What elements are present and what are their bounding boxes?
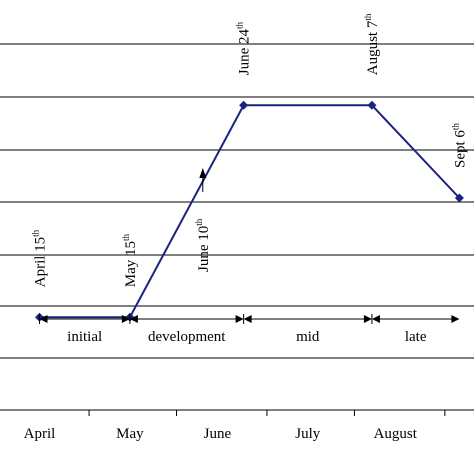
- stage-arrowhead-left-3: [371, 315, 380, 323]
- month-label-april: April: [24, 426, 56, 442]
- stage-arrowhead-right-0: [121, 315, 130, 323]
- point-marker-2: [239, 100, 249, 110]
- stage-label-initial: initial: [67, 329, 102, 345]
- stage-label-mid: mid: [296, 329, 320, 345]
- series-line: [34, 100, 464, 322]
- stage-label-development: development: [148, 329, 226, 345]
- point-label-2: June 24th: [235, 21, 253, 75]
- stage-arrows: initial development mid late: [38, 314, 460, 345]
- gridlines: [0, 43, 474, 359]
- month-label-may: May: [116, 426, 144, 442]
- stage-arrowhead-left-1: [129, 315, 138, 323]
- point-labels: April 15th May 15th June 24th August 7th Sep…: [30, 13, 468, 287]
- stage-arrowhead-right-3: [451, 315, 460, 323]
- stage-label-late: late: [405, 329, 427, 345]
- month-label-june: June: [204, 426, 232, 442]
- annotation-label: June 10th: [194, 218, 212, 272]
- point-marker-3: [367, 100, 377, 110]
- point-label-3: August 7th: [363, 13, 381, 75]
- month-label-july: July: [295, 426, 321, 442]
- stage-arrowhead-left-2: [243, 315, 252, 323]
- stage-arrowhead-left-0: [39, 315, 48, 323]
- x-axis: AprilMayJuneJulyAugustS: [0, 409, 474, 442]
- point-label-0: April 15th: [30, 229, 48, 287]
- point-marker-4: [454, 193, 464, 203]
- series-polyline: [39, 104, 461, 319]
- point-label-1: May 15th: [121, 233, 139, 287]
- annotation-arrowhead: [199, 168, 207, 178]
- stage-arrowhead-right-1: [235, 315, 244, 323]
- stage-arrowhead-right-2: [363, 315, 372, 323]
- point-label-4: Sept 6th: [450, 123, 468, 168]
- month-label-august: August: [374, 426, 418, 442]
